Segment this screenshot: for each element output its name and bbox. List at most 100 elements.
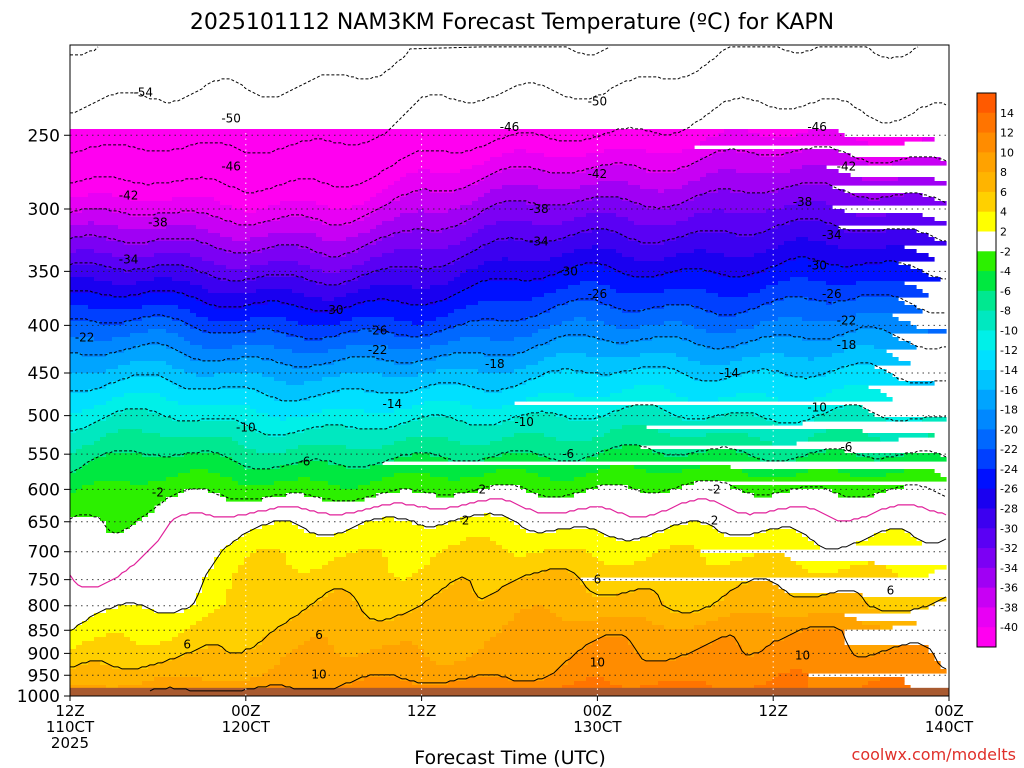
field-cell bbox=[280, 625, 503, 630]
field-cell bbox=[652, 337, 683, 342]
field-cell bbox=[586, 589, 635, 594]
field-cell bbox=[322, 253, 347, 258]
field-cell bbox=[118, 429, 143, 434]
field-cell bbox=[808, 613, 845, 618]
field-cell bbox=[172, 417, 281, 422]
field-cell bbox=[424, 565, 803, 570]
colorbar-label: -38 bbox=[1000, 601, 1018, 614]
field-cell bbox=[70, 465, 83, 470]
field-cell bbox=[448, 545, 503, 550]
field-cell bbox=[124, 529, 251, 534]
field-cell bbox=[424, 401, 461, 406]
field-cell bbox=[166, 361, 281, 366]
field-cell bbox=[874, 345, 917, 350]
field-cell bbox=[244, 561, 287, 566]
field-cell bbox=[88, 389, 257, 394]
field-cell bbox=[88, 193, 113, 198]
field-cell bbox=[94, 249, 227, 254]
field-cell bbox=[400, 613, 515, 618]
field-cell bbox=[310, 569, 389, 574]
field-cell bbox=[736, 585, 779, 590]
field-cell bbox=[202, 301, 269, 306]
field-cell bbox=[382, 253, 467, 258]
field-cell bbox=[460, 169, 503, 174]
field-cell bbox=[208, 469, 497, 474]
field-cell bbox=[544, 293, 719, 298]
colorbar-swatch bbox=[977, 587, 996, 608]
field-cell bbox=[856, 213, 887, 218]
field-cell bbox=[562, 237, 629, 242]
field-cell bbox=[394, 317, 437, 322]
field-cell bbox=[526, 397, 689, 402]
field-cell bbox=[382, 517, 395, 522]
field-cell bbox=[502, 625, 665, 630]
field-cell bbox=[310, 365, 527, 370]
field-cell bbox=[694, 341, 749, 346]
field-cell bbox=[70, 333, 131, 338]
field-cell bbox=[634, 589, 653, 594]
field-cell bbox=[142, 293, 185, 298]
field-cell bbox=[322, 237, 347, 242]
field-cell bbox=[706, 329, 737, 334]
field-cell bbox=[94, 405, 251, 410]
field-cell bbox=[154, 677, 203, 682]
field-cell bbox=[70, 261, 215, 266]
field-cell bbox=[70, 157, 491, 162]
field-cell bbox=[634, 649, 695, 654]
field-cell bbox=[400, 197, 479, 202]
field-cell bbox=[304, 293, 347, 298]
field-cell bbox=[364, 273, 461, 278]
field-cell bbox=[406, 173, 491, 178]
field-cell bbox=[652, 589, 731, 594]
field-cell bbox=[586, 645, 635, 650]
field-cell bbox=[568, 657, 641, 662]
field-cell bbox=[478, 369, 515, 374]
field-cell bbox=[820, 413, 875, 418]
field-cell bbox=[490, 537, 617, 542]
field-cell bbox=[592, 245, 599, 250]
field-cell bbox=[880, 437, 899, 442]
field-cell bbox=[628, 637, 719, 642]
field-cell bbox=[256, 329, 275, 334]
field-cell bbox=[70, 165, 473, 170]
field-cell bbox=[466, 269, 563, 274]
field-cell bbox=[394, 217, 473, 222]
field-cell bbox=[190, 605, 221, 610]
field-cell bbox=[340, 333, 395, 338]
field-cell bbox=[70, 409, 83, 414]
field-cell bbox=[448, 245, 485, 250]
field-cell bbox=[676, 353, 761, 358]
field-cell bbox=[796, 473, 851, 478]
field-cell bbox=[76, 449, 257, 454]
field-cell bbox=[898, 177, 935, 182]
field-cell bbox=[112, 281, 137, 286]
field-cell bbox=[70, 173, 407, 178]
field-cell bbox=[70, 525, 107, 530]
field-cell bbox=[598, 181, 629, 186]
field-cell bbox=[430, 385, 473, 390]
field-cell bbox=[370, 465, 611, 470]
credit-link[interactable]: coolwx.com/modelts bbox=[852, 745, 1016, 764]
field-cell bbox=[742, 469, 809, 474]
field-cell bbox=[70, 233, 221, 238]
field-cell bbox=[874, 493, 941, 498]
field-cell bbox=[400, 213, 479, 218]
field-cell bbox=[880, 261, 899, 266]
field-cell bbox=[574, 393, 611, 398]
field-cell bbox=[148, 513, 485, 518]
field-cell bbox=[742, 357, 809, 362]
field-cell bbox=[70, 241, 125, 246]
colorbar-swatch bbox=[977, 290, 996, 312]
field-cell bbox=[484, 261, 785, 266]
field-cell bbox=[802, 565, 851, 570]
field-cell bbox=[442, 229, 479, 234]
field-cell bbox=[436, 593, 479, 598]
field-cell bbox=[448, 313, 539, 318]
field-cell bbox=[574, 201, 635, 206]
field-cell bbox=[310, 265, 353, 270]
field-cell bbox=[520, 525, 671, 530]
field-cell bbox=[436, 369, 479, 374]
field-cell bbox=[142, 317, 173, 322]
field-cell bbox=[544, 373, 599, 378]
field-cell bbox=[700, 193, 851, 198]
